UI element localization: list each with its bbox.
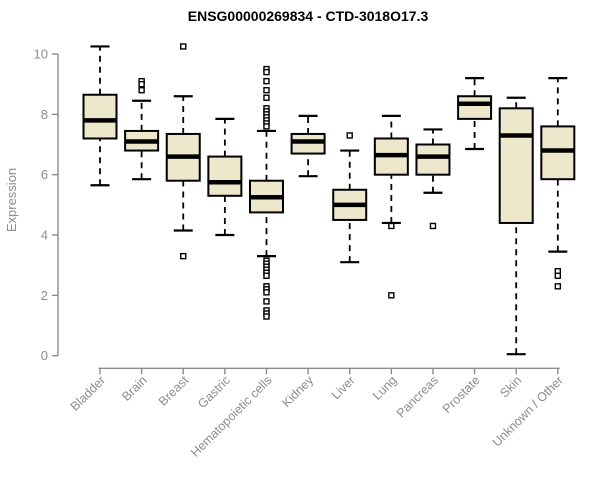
box-group [124,77,160,181]
x-tick-label: Skin [497,373,524,400]
x-tick-label: Prostate [440,373,483,416]
box-group [540,77,576,290]
y-tick-label: 10 [34,47,48,62]
outlier-point [138,80,145,88]
box-group [457,77,493,151]
outlier-point [263,298,270,305]
y-tick-label: 6 [41,167,48,182]
outlier-point [263,272,270,279]
outlier-point [429,222,437,230]
iqr-box [82,93,118,140]
outlier-point [388,292,395,299]
x-tick-label: Pancreas [394,373,441,420]
x-tick-label: Gastric [195,373,233,411]
box-group [498,96,534,356]
box-group [290,114,326,178]
x-tick-label: Hematopoietic cells [188,373,275,460]
outlier-point [263,94,270,101]
y-axis-title: Expression [4,168,19,232]
box-group [373,114,409,299]
x-tick-label: Breast [156,373,192,409]
x-tick-label: Brain [119,373,150,404]
iqr-box [290,132,326,155]
iqr-box [457,95,493,120]
iqr-box [415,143,451,176]
box-group [82,45,118,187]
y-tick-label: 0 [41,348,48,363]
outlier-point [263,289,270,296]
box-group [332,132,368,264]
outlier-point [263,87,270,94]
outlier-point [263,313,270,320]
outlier-point [263,123,270,130]
y-tick-label: 4 [41,228,48,243]
x-tick-label: Liver [329,373,358,402]
y-tick-label: 8 [41,107,48,122]
x-tick-label: Lung [370,373,400,403]
outlier-point [346,132,353,139]
box-group [165,43,201,260]
box-group [207,117,243,237]
outlier-point [263,68,270,76]
chart-title: ENSG00000269834 - CTD-3018O17.3 [187,8,429,24]
outlier-point [554,272,562,279]
box-group [248,65,284,320]
iqr-box [540,125,576,181]
box-group [415,128,451,230]
iqr-box [207,155,243,197]
x-tick-label: Unknown / Other [490,373,566,449]
outlier-point [388,222,395,230]
outlier-point [138,87,145,94]
y-tick-label: 2 [41,288,48,303]
iqr-box [498,107,534,224]
outlier-point [180,252,187,260]
outlier-point [554,283,562,290]
outlier-point [180,43,187,50]
x-tick-label: Bladder [68,373,108,413]
x-tick-label: Kidney [279,373,316,410]
outlier-point [263,77,270,85]
